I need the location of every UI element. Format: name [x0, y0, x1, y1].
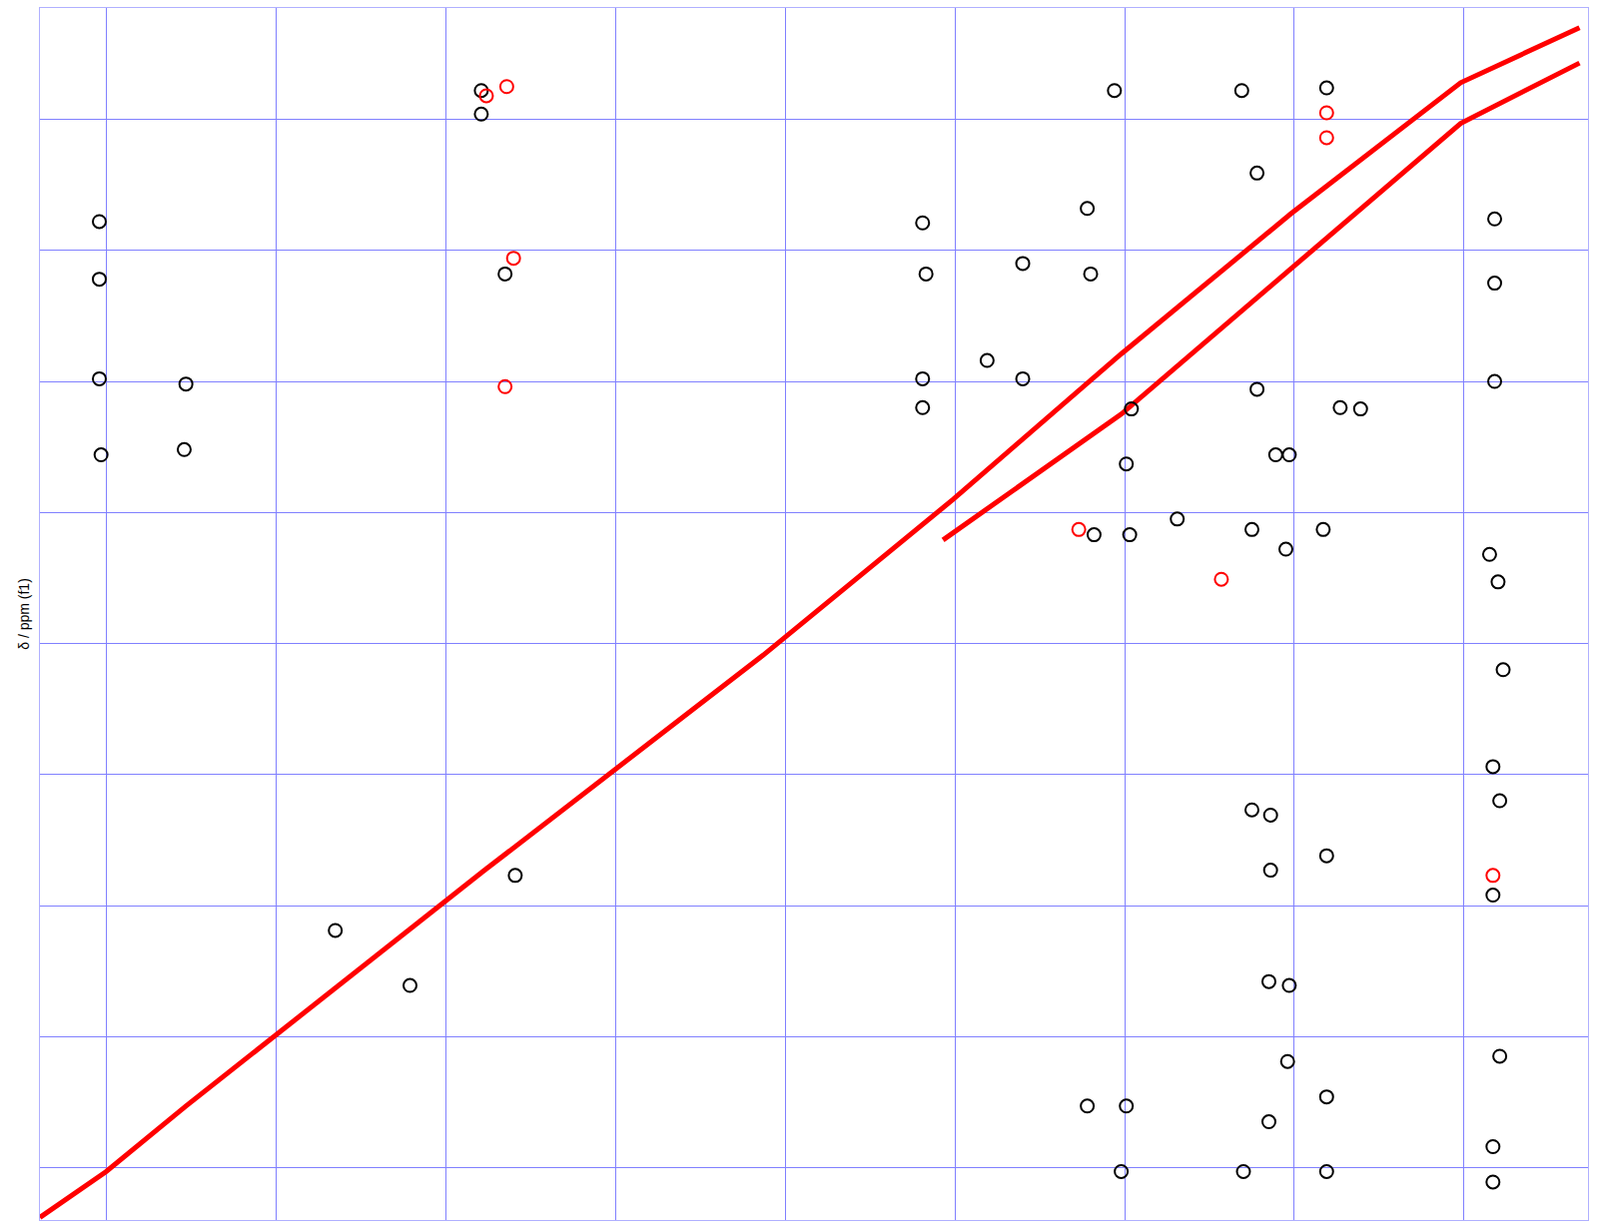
svg-text:δ / ppm (f1): δ / ppm (f1) [15, 578, 32, 651]
